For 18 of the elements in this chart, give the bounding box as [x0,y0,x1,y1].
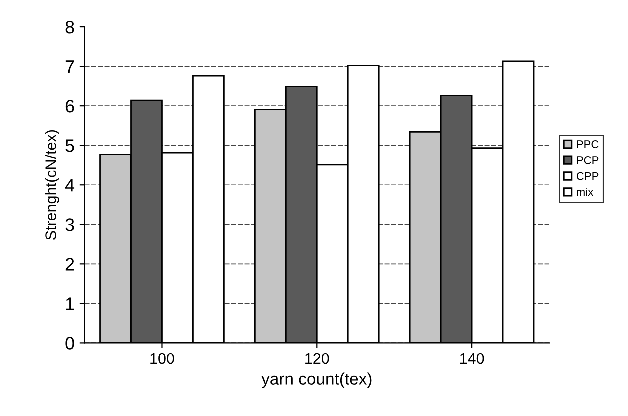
y-tick-label: 3 [66,218,74,232]
legend-label: PCP [577,156,599,164]
y-tick-label: 8 [66,20,74,34]
y-axis-title: Strenght(cN/tex) [45,130,60,240]
y-tick-label: 4 [65,179,75,192]
y-tick-label: 0 [66,337,74,350]
legend-label: CPP [576,172,599,180]
y-tick-label: 2 [66,258,74,271]
y-tick-label: 7 [66,60,74,74]
y-tick-label: 6 [66,100,74,113]
x-axis-title: yarn count(tex) [262,372,372,388]
x-tick-label: 120 [306,353,330,364]
legend-label: PPC [577,140,599,148]
y-tick-label: 1 [66,298,74,310]
y-tick-label: 5 [66,140,74,152]
legend-label: mix [577,188,594,196]
x-tick-label: 140 [460,353,484,364]
x-tick-label: 100 [150,353,174,364]
